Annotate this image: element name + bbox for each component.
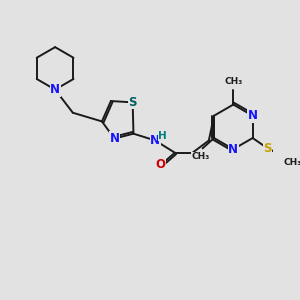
Text: S: S <box>128 96 137 109</box>
Text: O: O <box>156 158 166 172</box>
Text: N: N <box>248 109 258 122</box>
Text: N: N <box>228 143 238 156</box>
Text: S: S <box>263 142 272 155</box>
Text: CH₃: CH₃ <box>284 158 300 167</box>
Text: CH₃: CH₃ <box>224 77 242 86</box>
Text: N: N <box>150 134 160 147</box>
Text: H: H <box>158 130 167 141</box>
Text: CH₃: CH₃ <box>191 152 209 160</box>
Text: N: N <box>50 83 60 96</box>
Text: N: N <box>110 132 119 145</box>
